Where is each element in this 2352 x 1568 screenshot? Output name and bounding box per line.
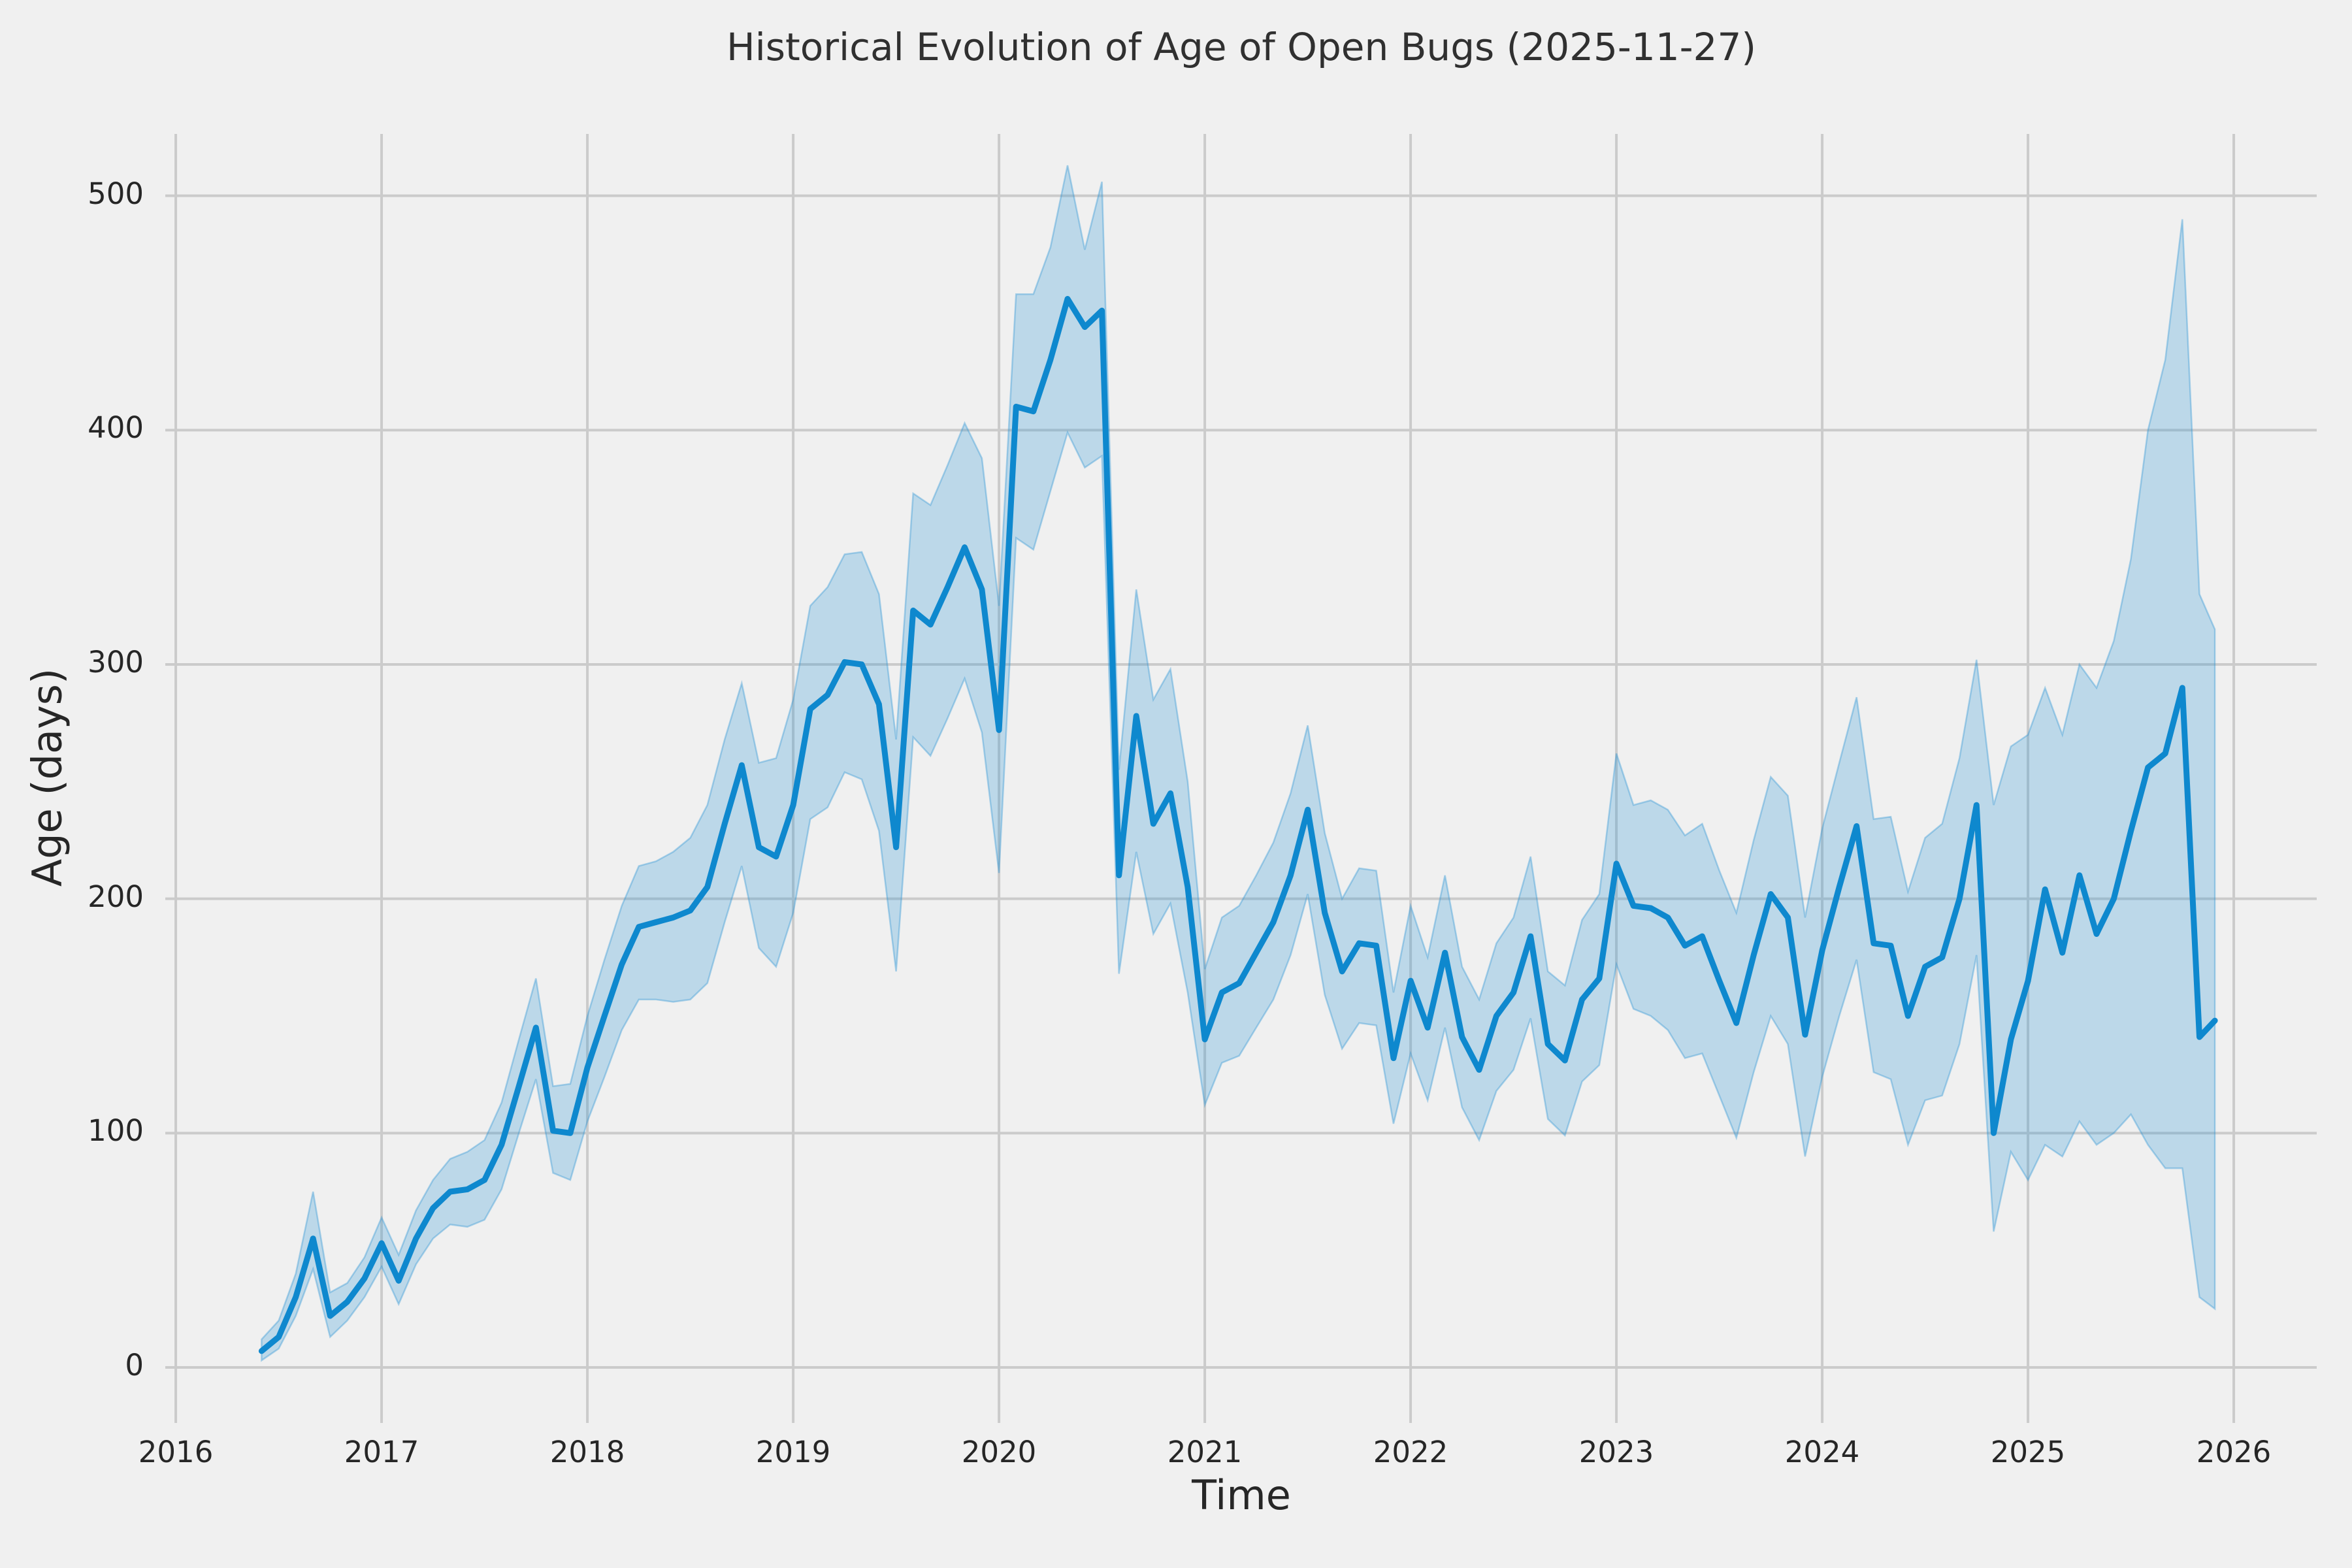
plot-series: [258, 165, 2218, 1362]
y-tick-label-200: 200: [88, 879, 144, 914]
y-tick-label-400: 400: [88, 410, 144, 446]
x-tick-label-2022: 2022: [1373, 1435, 1448, 1469]
x-tick-label-2024: 2024: [1784, 1435, 1860, 1469]
x-tick-label-2016: 2016: [138, 1435, 214, 1469]
x-tick-label-2023: 2023: [1578, 1435, 1654, 1469]
x-tick-label-2026: 2026: [2196, 1435, 2272, 1469]
y-tick-label-100: 100: [88, 1113, 144, 1149]
bug-age-line: [258, 296, 2218, 1354]
y-axis-label: Age (days): [23, 668, 71, 887]
y-tick-label-300: 300: [88, 645, 144, 679]
confidence-band: [261, 165, 2216, 1362]
x-tick-label-2018: 2018: [549, 1435, 625, 1469]
y-tick-label-500: 500: [88, 176, 144, 211]
x-tick-label-2020: 2020: [961, 1435, 1037, 1469]
x-tick-label-2019: 2019: [755, 1435, 831, 1469]
x-tick-label-2021: 2021: [1167, 1435, 1243, 1469]
y-tick-label-0: 0: [125, 1347, 144, 1382]
chart-title: Historical Evolution of Age of Open Bugs…: [727, 25, 1756, 69]
x-axis-label: Time: [1192, 1471, 1291, 1519]
x-tick-label-2025: 2025: [1990, 1435, 2066, 1469]
x-tick-label-2017: 2017: [344, 1435, 419, 1469]
